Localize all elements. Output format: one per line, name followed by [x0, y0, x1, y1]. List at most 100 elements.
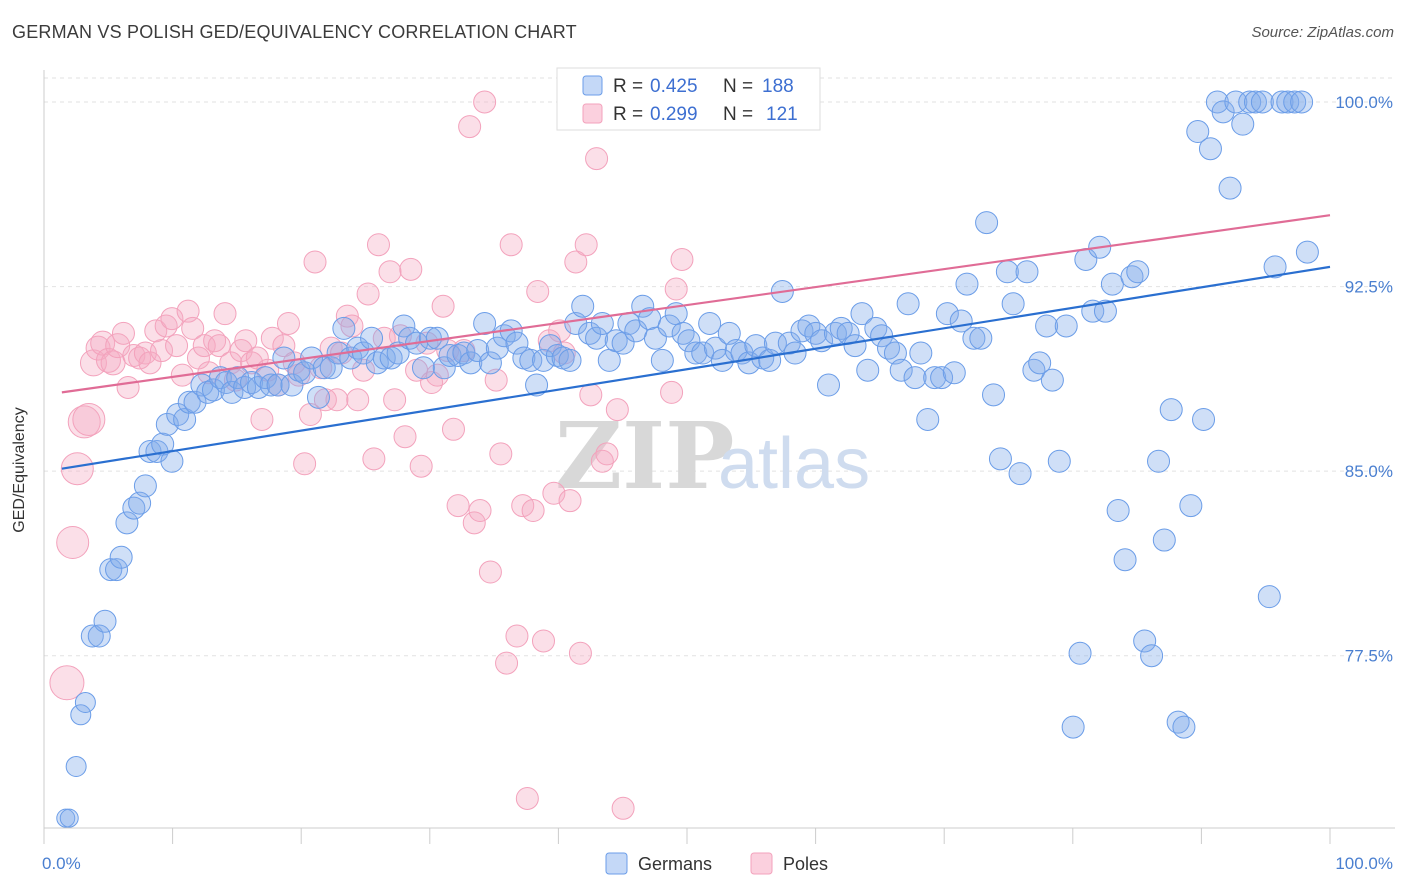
watermark-atlas: atlas [718, 424, 870, 504]
pole-point-73 [441, 417, 465, 441]
german-point-168 [1140, 644, 1164, 668]
y-tick-label-2: 92.5% [1345, 278, 1393, 297]
german-point-171 [1159, 398, 1183, 422]
pole-point-101 [590, 449, 614, 473]
german-point-26 [201, 378, 225, 402]
pole-point-55 [346, 388, 370, 412]
german-point-131 [896, 292, 920, 316]
pole-point-16 [138, 351, 162, 375]
pole-point-116 [670, 248, 694, 271]
german-point-161 [1093, 299, 1117, 323]
bottom-legend-label-poles: Poles [783, 854, 828, 874]
german-point-18 [160, 449, 184, 473]
watermark: ZIP atlas [555, 402, 870, 510]
german-point-9 [105, 558, 129, 582]
german-point-157 [1068, 641, 1092, 665]
trend-line-poles [61, 214, 1331, 394]
pole-point-76 [458, 115, 482, 139]
german-point-99 [684, 341, 708, 365]
pole-point-34 [234, 329, 258, 353]
y-tick-label-1: 85.0% [1345, 462, 1393, 481]
pole-point-57 [356, 282, 380, 306]
pole-point-45 [293, 452, 317, 476]
pole-point-54 [340, 314, 364, 338]
german-point-19 [155, 412, 179, 436]
german-point-135 [923, 366, 947, 390]
german-point-74 [519, 348, 543, 372]
german-point-102 [703, 336, 727, 360]
pole-point-62 [383, 388, 407, 412]
pole-point-65 [399, 257, 423, 281]
pole-point-42 [276, 311, 300, 335]
german-point-167 [1133, 629, 1157, 653]
pole-point-97 [568, 641, 592, 665]
pole-point-78 [468, 499, 492, 523]
german-point-182 [1231, 112, 1255, 136]
trend-lines [61, 214, 1331, 470]
german-point-107 [737, 351, 761, 375]
german-point-82 [571, 294, 595, 318]
german-point-146 [995, 260, 1019, 284]
pole-point-67 [409, 454, 433, 478]
german-point-191 [1290, 90, 1314, 114]
pole-point-28 [203, 329, 227, 353]
pole-point-0 [49, 665, 85, 701]
german-point-37 [272, 346, 296, 370]
german-point-188 [1270, 90, 1294, 114]
chart-title: GERMAN VS POLISH GED/EQUIVALENCY CORRELA… [12, 22, 577, 42]
legend-r-value-germans: 0.425 [650, 76, 698, 97]
legend-r-label-germans: R = [613, 76, 643, 97]
german-point-164 [1113, 548, 1137, 572]
german-point-13 [128, 491, 152, 515]
german-point-4 [74, 691, 96, 713]
german-point-1 [59, 808, 79, 828]
german-point-133 [909, 341, 933, 365]
pole-point-77 [462, 511, 486, 535]
legend-r-label-poles: R = [613, 104, 643, 125]
legend-swatch-poles [582, 103, 603, 124]
correlation-legend: R = 0.425 N = 188 R = 0.299 N = 121 [556, 67, 821, 131]
german-point-149 [1015, 260, 1039, 284]
german-point-36 [266, 373, 290, 397]
pole-point-114 [660, 380, 684, 404]
german-point-67 [473, 311, 497, 335]
german-point-62 [438, 343, 462, 367]
pole-point-71 [431, 294, 455, 318]
german-point-145 [988, 447, 1012, 471]
german-point-129 [883, 341, 907, 365]
pole-point-37 [250, 407, 274, 431]
pole-point-41 [272, 334, 296, 358]
german-point-58 [411, 356, 435, 380]
pole-point-30 [213, 302, 237, 326]
german-point-72 [505, 331, 529, 355]
german-point-162 [1100, 272, 1124, 296]
pole-point-87 [515, 786, 539, 810]
german-point-2 [65, 755, 87, 777]
legend-n-label-germans: N = [723, 76, 753, 97]
pole-point-95 [558, 489, 582, 513]
german-point-5 [80, 624, 104, 648]
pole-point-56 [351, 358, 375, 382]
german-point-21 [173, 407, 197, 431]
german-point-179 [1211, 100, 1235, 124]
german-point-25 [196, 380, 220, 404]
german-point-163 [1106, 499, 1130, 523]
german-point-183 [1238, 90, 1262, 114]
german-point-170 [1152, 528, 1176, 552]
german-point-23 [183, 390, 207, 414]
bottom-legend-swatch-poles [750, 852, 773, 875]
pole-point-96 [564, 250, 588, 274]
german-point-104 [717, 321, 741, 345]
pole-point-84 [499, 233, 523, 257]
german-point-78 [545, 343, 569, 367]
pole-point-51 [325, 388, 349, 412]
german-point-101 [698, 311, 722, 335]
y-tick-label-0: 77.5% [1345, 647, 1393, 666]
german-point-123 [843, 334, 867, 358]
y-tick-labels: 77.5% 85.0% 92.5% 100.0% [1335, 93, 1393, 666]
german-point-186 [1257, 585, 1281, 609]
pole-point-90 [531, 629, 555, 653]
pole-point-61 [378, 260, 402, 284]
german-point-175 [1186, 120, 1210, 144]
german-point-94 [650, 348, 674, 372]
